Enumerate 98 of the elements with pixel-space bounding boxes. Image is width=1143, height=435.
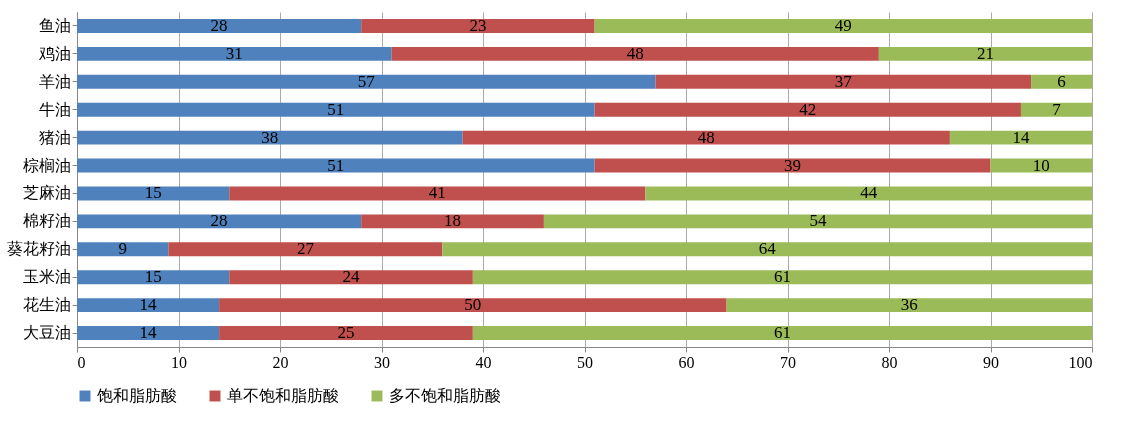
data-label: 23 <box>469 15 487 35</box>
y-tick-label: 鸡油 <box>37 43 71 63</box>
bar <box>219 298 727 313</box>
data-label: 48 <box>626 43 644 63</box>
bar <box>77 130 463 145</box>
y-tick-label: 牛油 <box>38 99 71 119</box>
data-label: 14 <box>1012 127 1030 147</box>
data-label: 21 <box>976 43 994 63</box>
bar <box>655 74 1032 89</box>
y-tick-label: 猪油 <box>38 127 71 147</box>
bar <box>949 130 1092 145</box>
data-label: 38 <box>261 127 279 147</box>
bar <box>594 18 1092 33</box>
data-label: 6 <box>1057 71 1066 91</box>
bar <box>361 214 544 229</box>
data-label: 49 <box>834 15 852 35</box>
data-label: 64 <box>758 239 777 259</box>
x-tick-label: 20 <box>272 353 289 371</box>
bar <box>229 186 646 201</box>
bar <box>442 242 1092 257</box>
bar <box>594 158 991 173</box>
y-tick-label: 棕榈油 <box>22 155 71 175</box>
bar <box>472 270 1092 285</box>
bar <box>1031 74 1092 89</box>
data-label: 57 <box>357 71 376 91</box>
bar <box>77 102 595 117</box>
bar <box>77 326 220 341</box>
data-label: 10 <box>1032 155 1050 175</box>
data-label: 48 <box>697 127 715 147</box>
data-label: 42 <box>799 99 817 119</box>
data-label: 27 <box>296 239 315 259</box>
legend-label: 多不饱和脂肪酸 <box>389 386 501 405</box>
data-label: 44 <box>860 183 878 203</box>
bar <box>1020 102 1092 117</box>
x-tick-label: 70 <box>780 353 796 371</box>
bar <box>77 46 392 61</box>
bar <box>77 18 362 33</box>
data-label: 25 <box>337 323 355 343</box>
bar <box>990 158 1092 173</box>
x-tick-label: 40 <box>475 353 492 371</box>
data-label: 36 <box>900 295 918 315</box>
y-tick-label: 羊油 <box>38 71 71 91</box>
data-label: 61 <box>773 323 791 343</box>
bar <box>77 242 169 257</box>
data-label: 14 <box>139 323 158 343</box>
data-label: 28 <box>210 15 228 35</box>
y-tick-label: 玉米油 <box>22 267 71 287</box>
data-label: 37 <box>834 71 853 91</box>
data-label: 18 <box>444 211 462 231</box>
bar <box>361 18 595 33</box>
data-label: 50 <box>464 295 482 315</box>
data-label: 24 <box>342 267 361 287</box>
x-tick-label: 30 <box>374 353 390 371</box>
y-tick-label: 芝麻油 <box>22 183 71 203</box>
y-tick-label: 鱼油 <box>38 15 71 35</box>
bar <box>77 158 595 173</box>
y-tick-label: 花生油 <box>22 295 71 315</box>
x-tick-label: 10 <box>171 353 187 371</box>
x-tick-label: 80 <box>881 353 898 371</box>
data-label: 51 <box>327 155 345 175</box>
bar <box>77 186 230 201</box>
data-label: 39 <box>784 155 802 175</box>
bar <box>168 242 443 257</box>
data-label: 54 <box>809 211 827 231</box>
bar <box>726 298 1092 313</box>
x-tick-label: 90 <box>983 353 999 371</box>
data-label: 41 <box>428 183 446 203</box>
data-label: 61 <box>773 267 791 287</box>
bar <box>77 214 362 229</box>
bar <box>645 186 1092 201</box>
bar <box>543 214 1092 229</box>
data-label: 7 <box>1052 99 1062 119</box>
y-tick-label: 大豆油 <box>22 323 71 343</box>
data-label: 28 <box>210 211 228 231</box>
legend-label: 饱和脂肪酸 <box>96 386 177 405</box>
data-label: 51 <box>327 99 345 119</box>
y-tick-label: 棉籽油 <box>22 211 71 231</box>
bar <box>391 46 879 61</box>
bar <box>594 102 1021 117</box>
data-label: 15 <box>144 183 162 203</box>
x-tick-label: 50 <box>577 353 593 371</box>
bar <box>77 298 220 313</box>
bar <box>77 74 656 89</box>
bar <box>229 270 473 285</box>
bar <box>472 326 1092 341</box>
x-tick-label: 0 <box>77 353 86 371</box>
bar <box>219 326 473 341</box>
x-tick-label: 100 <box>1068 353 1093 371</box>
data-label: 31 <box>225 43 243 63</box>
legend-label: 单不饱和脂肪酸 <box>227 386 339 405</box>
data-label: 14 <box>139 295 158 315</box>
data-label: 15 <box>144 267 162 287</box>
bar <box>878 46 1092 61</box>
bar <box>77 270 230 285</box>
bar <box>462 130 950 145</box>
data-label: 9 <box>118 239 127 259</box>
y-tick-label: 葵花籽油 <box>6 239 71 259</box>
x-tick-label: 60 <box>678 353 695 371</box>
